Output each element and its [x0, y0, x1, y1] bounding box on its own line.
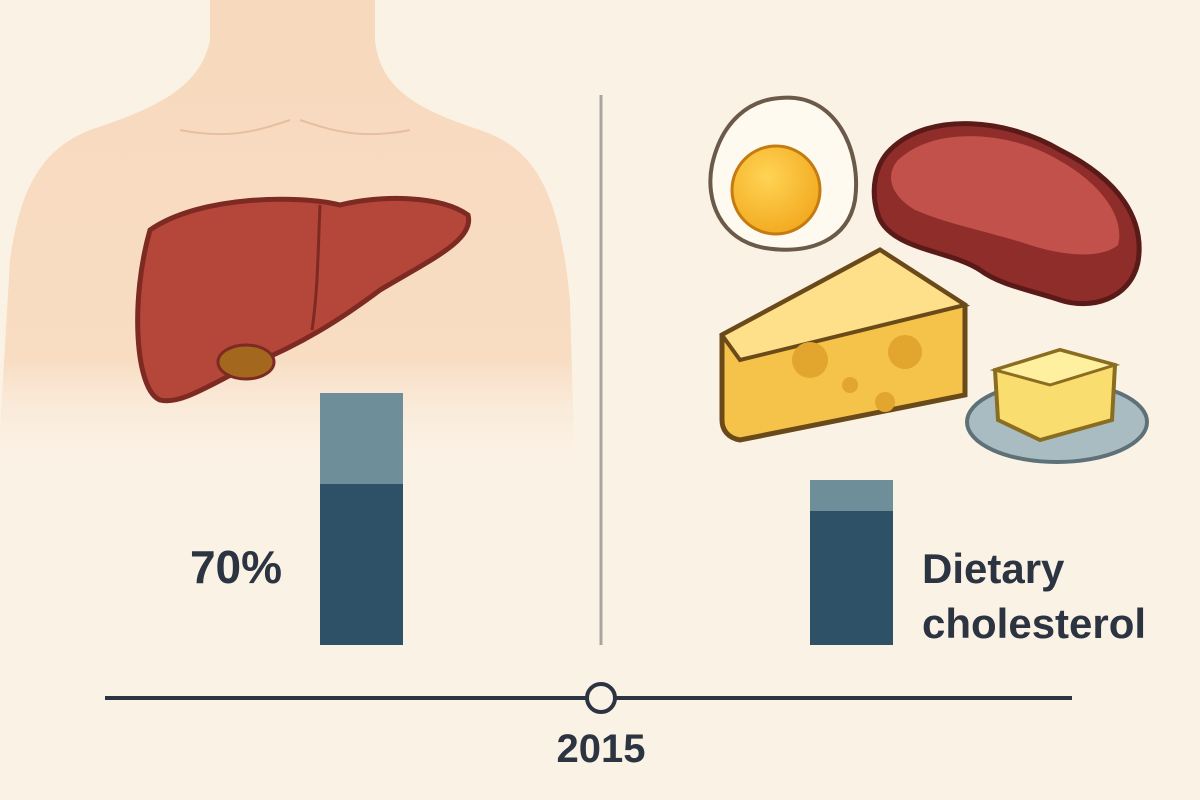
- timeline-year: 2015: [557, 727, 646, 771]
- right-label-line: Dietary: [922, 545, 1065, 592]
- cheese: [719, 247, 970, 443]
- left-bar: [320, 393, 403, 645]
- collarbones: [179, 119, 411, 136]
- butter: [965, 347, 1149, 464]
- right-bar: [810, 480, 893, 645]
- left-label: 70%: [190, 541, 282, 593]
- egg: [708, 95, 858, 252]
- steak: [871, 121, 1142, 307]
- right-label-line: cholesterol: [922, 600, 1146, 647]
- timeline-marker: [585, 682, 617, 714]
- liver: [135, 195, 472, 404]
